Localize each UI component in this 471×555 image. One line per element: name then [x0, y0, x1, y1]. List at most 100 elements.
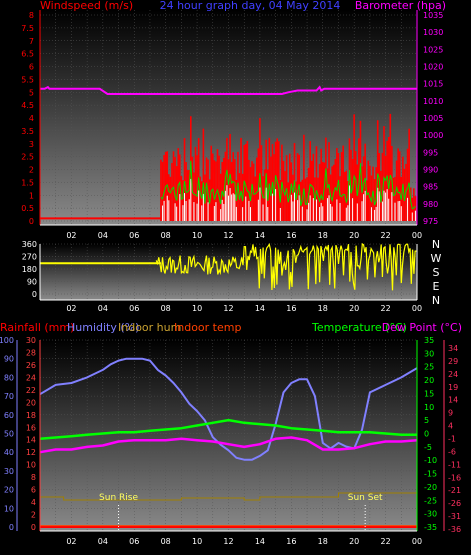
time-tick-label: 00	[412, 231, 422, 240]
temperature-tick-label: -5	[424, 443, 432, 452]
humidity-tick-label: 40	[4, 448, 14, 457]
dew-point-tick-label: -11	[448, 460, 461, 469]
humidity-tick-label: 80	[4, 373, 14, 382]
wind-baro-marks	[40, 85, 417, 221]
humidity-tick-label: 90	[4, 355, 14, 364]
time-tick-label: 16	[286, 537, 296, 546]
temperature-tick-label: -30	[424, 510, 437, 519]
barometer-axis-label: Barometer (hpa)	[355, 0, 446, 12]
rain-tick-label: 28	[26, 348, 36, 357]
rain-tick-label: 22	[26, 386, 36, 395]
tick-labels: 87.576.565.554.543.532.521.510.501035103…	[0, 11, 461, 546]
rain-tick-label: 12	[26, 448, 36, 457]
windspeed-tick-label: 7.5	[21, 24, 34, 33]
dew-point-tick-label: 4	[448, 422, 453, 431]
temperature-tick-label: 0	[424, 430, 429, 439]
rain-tick-label: 0	[31, 523, 36, 532]
rain-tick-label: 26	[26, 361, 36, 370]
temperature-tick-label: 20	[424, 376, 434, 385]
time-tick-label: 04	[98, 231, 108, 240]
temperature-tick-label: 30	[424, 349, 434, 358]
barometer-tick-label: 1025	[423, 45, 443, 54]
time-tick-label: 22	[380, 231, 390, 240]
windspeed-tick-label: 7	[29, 37, 34, 46]
indoor-hum-line	[40, 492, 417, 501]
time-tick-label: 22	[380, 537, 390, 546]
time-tick-label: 10	[192, 304, 202, 313]
indoor-temp-label: Indoor temp	[174, 321, 241, 334]
time-tick-label: 06	[129, 537, 139, 546]
time-tick-label: 20	[349, 304, 359, 313]
rain-tick-label: 30	[26, 336, 36, 345]
rain-tick-label: 16	[26, 423, 36, 432]
dew-point-tick-label: 14	[448, 396, 458, 405]
axes	[16, 10, 445, 532]
rain-tick-label: 20	[26, 398, 36, 407]
time-tick-label: 12	[223, 304, 233, 313]
compass-label: N	[432, 238, 440, 251]
windspeed-tick-label: 0	[29, 217, 34, 226]
humidity-tick-label: 100	[0, 336, 14, 345]
windspeed-axis-label: Windspeed (m/s)	[40, 0, 133, 12]
temperature-tick-label: -20	[424, 483, 437, 492]
time-tick-label: 12	[223, 231, 233, 240]
time-tick-label: 08	[161, 537, 171, 546]
temperature-line	[39, 418, 417, 441]
time-tick-label: 16	[286, 304, 296, 313]
time-tick-label: 08	[161, 304, 171, 313]
windspeed-tick-label: 5.5	[21, 75, 34, 84]
direction-marks	[40, 242, 417, 291]
direction-tick-label: 90	[27, 278, 37, 287]
time-tick-label: 10	[192, 231, 202, 240]
rain-tick-label: 18	[26, 411, 36, 420]
time-tick-label: 02	[66, 304, 76, 313]
windspeed-tick-label: 3	[29, 140, 34, 149]
rainfall-axis-label: Rainfall (mm)	[0, 321, 74, 334]
time-tick-label: 00	[412, 537, 422, 546]
compass-label: S	[433, 266, 440, 279]
sun-set-label: Sun Set	[348, 493, 383, 503]
indoor-hum-label: Indoor hum	[118, 321, 181, 334]
windspeed-tick-label: 1.5	[21, 178, 34, 187]
windspeed-tick-label: 4.5	[21, 101, 34, 110]
barometer-tick-label: 1035	[423, 11, 443, 20]
windspeed-tick-label: 0.5	[21, 204, 34, 213]
time-tick-label: 06	[129, 304, 139, 313]
compass-label: E	[433, 280, 440, 293]
time-tick-label: 22	[380, 304, 390, 313]
dew-point-tick-label: 29	[448, 357, 458, 366]
temperature-tick-label: 35	[424, 336, 434, 345]
time-tick-label: 20	[349, 537, 359, 546]
temperature-tick-label: 10	[424, 403, 434, 412]
dew-point-tick-label: -31	[448, 512, 461, 521]
barometer-tick-label: 1005	[423, 114, 443, 123]
dew-point-tick-label: -1	[448, 435, 456, 444]
direction-tick-label: 270	[22, 253, 37, 262]
windspeed-tick-label: 8	[29, 11, 34, 20]
windspeed-tick-label: 2	[29, 166, 34, 175]
rain-tick-label: 4	[31, 498, 36, 507]
humidity-tick-label: 50	[4, 430, 14, 439]
temperature-tick-label: 15	[424, 389, 434, 398]
time-tick-label: 18	[318, 304, 328, 313]
direction-tick-label: 0	[32, 290, 37, 299]
wind-average-line	[160, 160, 416, 210]
dew-point-tick-label: -36	[448, 525, 461, 534]
temperature-tick-label: -35	[424, 523, 437, 532]
time-tick-label: 20	[349, 231, 359, 240]
direction-tick-label: 180	[22, 265, 37, 274]
windspeed-tick-label: 2.5	[21, 153, 34, 162]
temperature-tick-label: 25	[424, 363, 434, 372]
dew-point-axis-label: Dew Point (°C)	[382, 321, 462, 334]
time-tick-label: 18	[318, 537, 328, 546]
time-tick-label: 18	[318, 231, 328, 240]
dew-point-tick-label: -16	[448, 473, 461, 482]
humidity-tick-label: 10	[4, 504, 14, 513]
compass-label: W	[431, 252, 442, 265]
rain-tick-label: 14	[26, 436, 36, 445]
time-tick-label: 14	[255, 231, 265, 240]
time-tick-label: 08	[161, 231, 171, 240]
humidity-tick-label: 60	[4, 411, 14, 420]
dew-point-tick-label: 34	[448, 344, 458, 353]
humidity-axis-label: Humidity (%)	[67, 321, 139, 334]
